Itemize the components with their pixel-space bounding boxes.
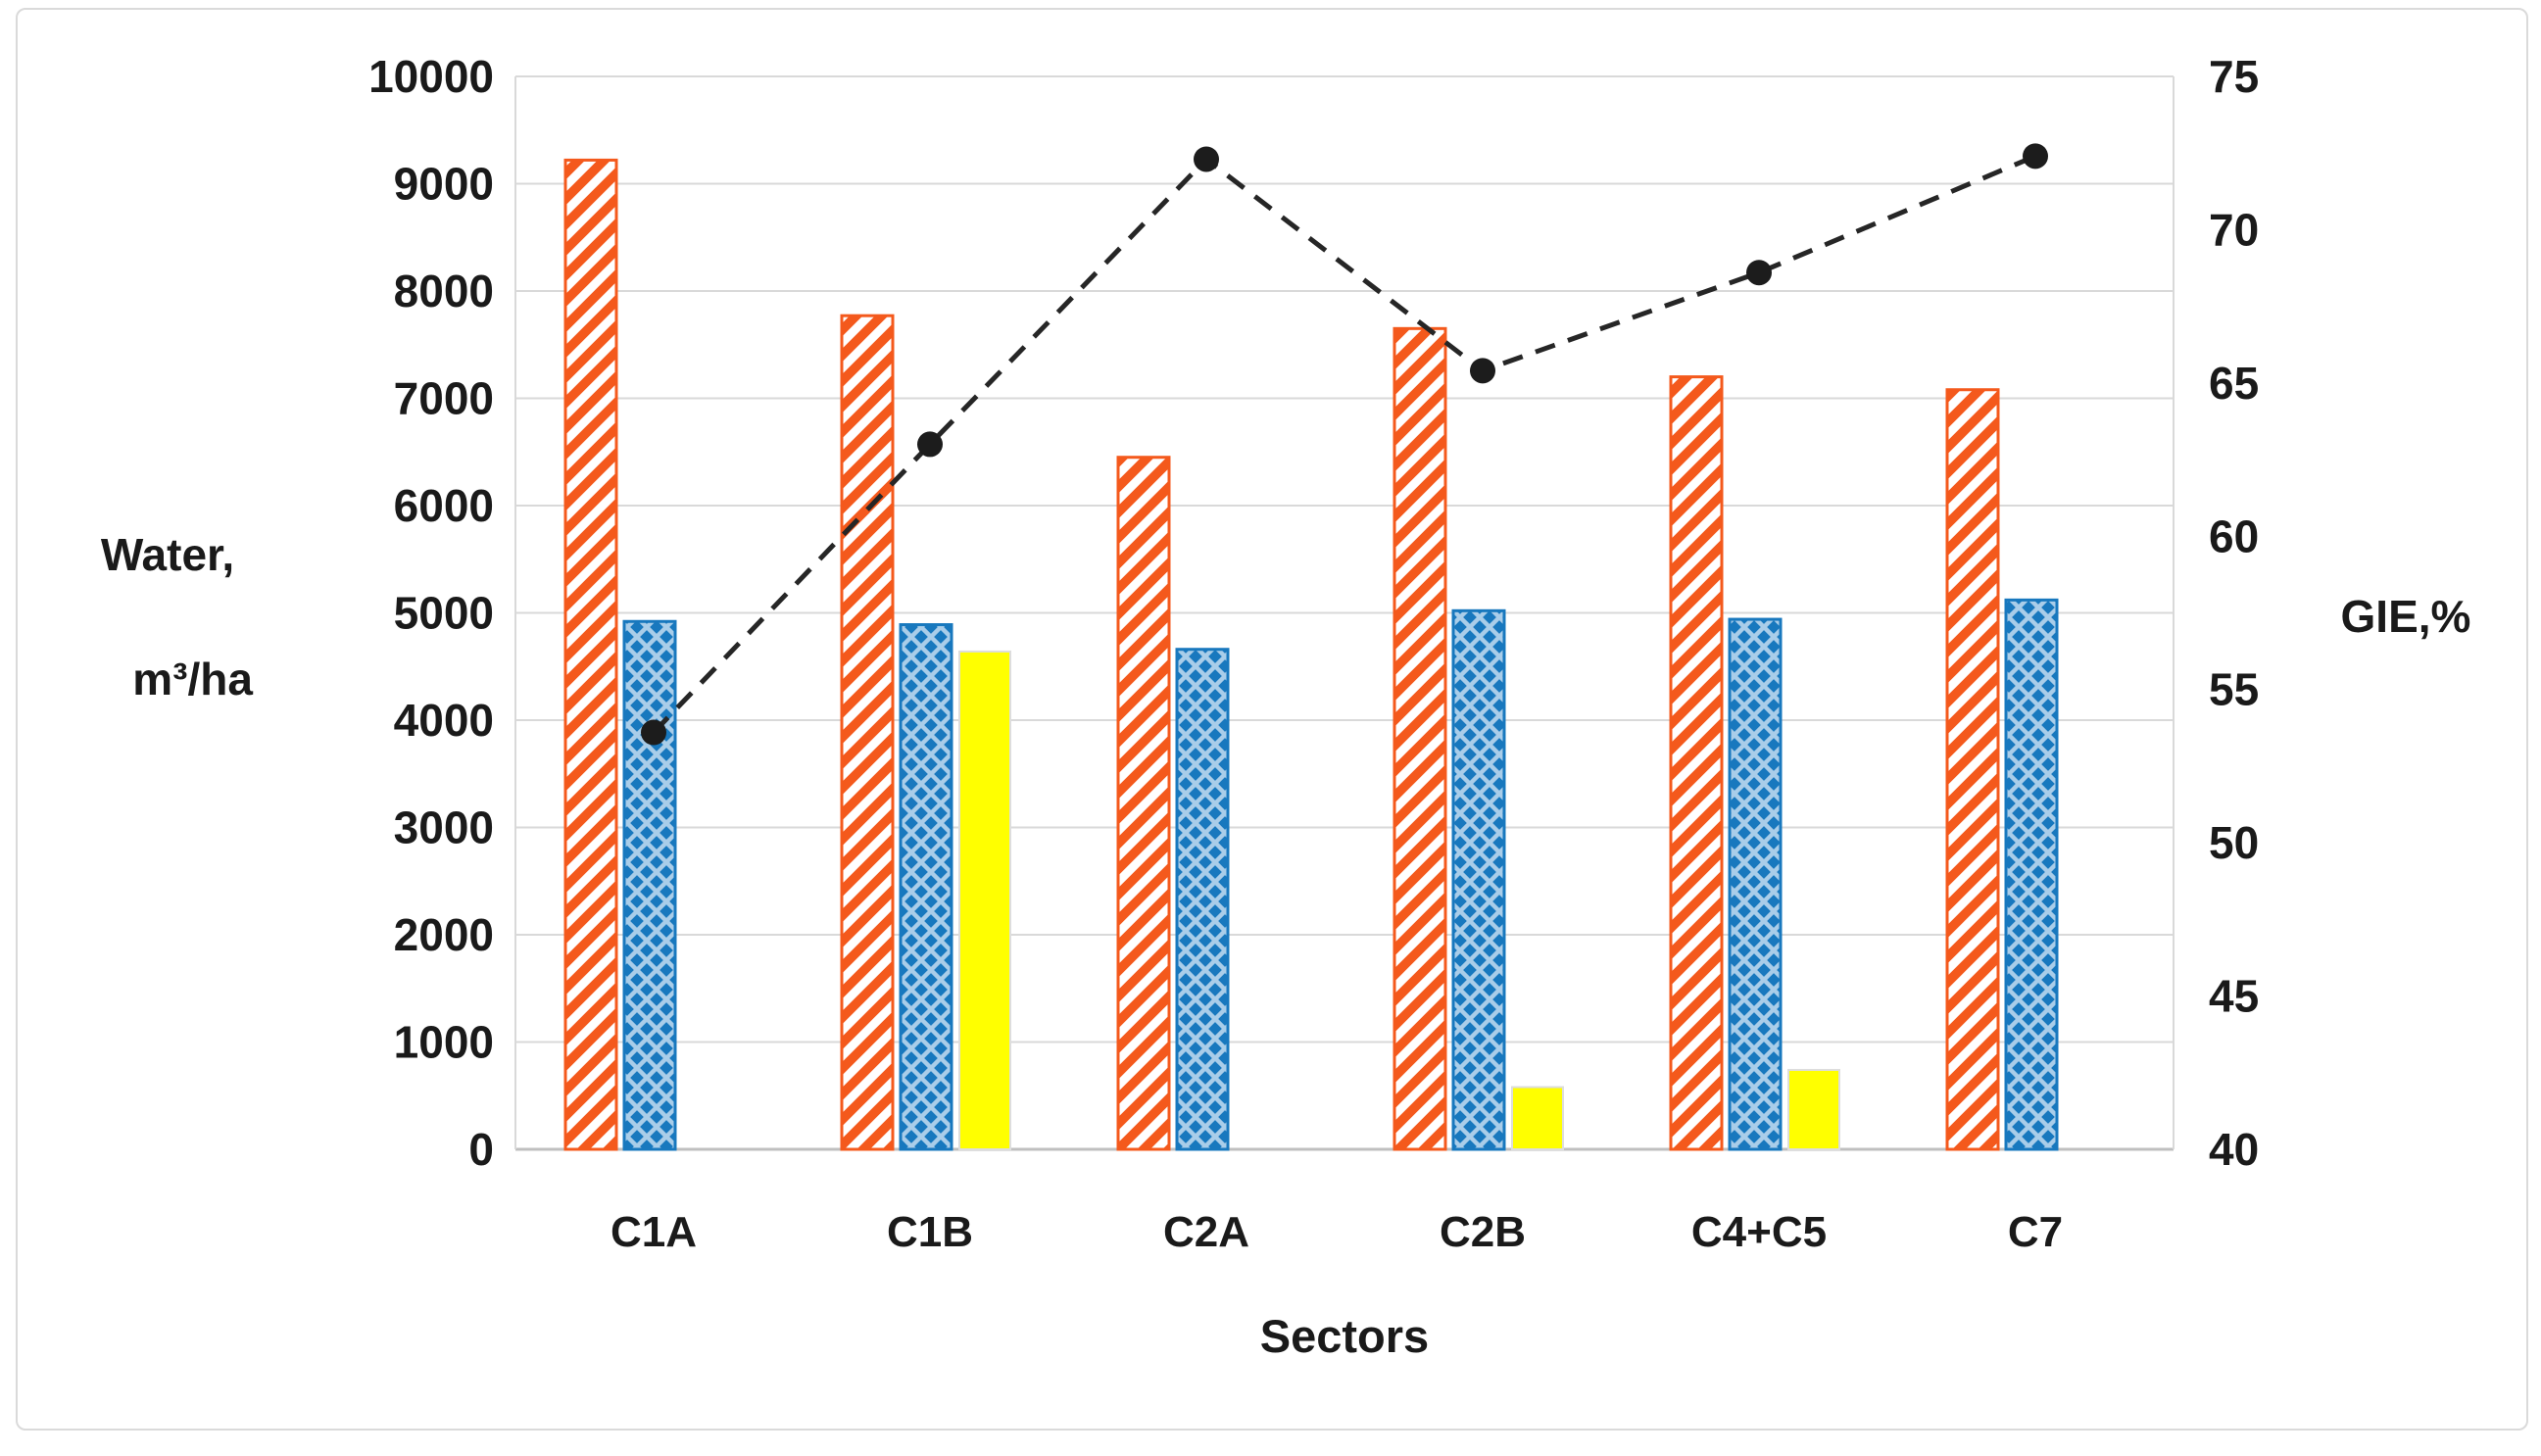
water-blue-crosshatch-bar-C4+C5 [1728,617,1783,1151]
right-axis-title: GIE,% [2340,591,2471,642]
x-axis-title: Sectors [1259,1310,1430,1362]
left-axis-tick-1000: 1000 [394,1017,494,1068]
water-blue-crosshatch-bar-C1B [899,623,953,1151]
left-axis-title-line1: Water, [100,529,235,580]
gie-point-C2B [1470,358,1495,384]
gie-point-C1A [641,719,666,746]
category-label-C1B: C1B [887,1208,973,1256]
gie-point-C2A [1194,146,1219,172]
water-blue-crosshatch-bar-C2A [1175,648,1230,1151]
category-label-C7: C7 [2008,1208,2063,1256]
gridlines [514,75,2175,1151]
right-axis-tick-40: 40 [2209,1124,2259,1175]
gie-line [641,143,2048,746]
right-axis-tick-60: 60 [2209,510,2259,561]
water-blue-crosshatch-bar-C1A [622,619,677,1151]
left-axis-tick-2000: 2000 [394,909,494,960]
water-orange-diagonal-hatch-bar-C2A [1116,456,1171,1151]
left-axis-tick-9000: 9000 [394,159,494,210]
left-axis-tick-5000: 5000 [394,588,494,639]
water-orange-diagonal-hatch-bar-C1B [840,314,895,1151]
water-orange-diagonal-hatch-bar-C1A [563,158,618,1151]
left-axis-tick-8000: 8000 [394,266,494,316]
left-axis-title-line2: m³/ha [132,653,253,704]
left-axis-tick-4000: 4000 [394,695,494,746]
water-yellow-solid-bar-C2B [1511,1086,1564,1150]
left-axis-tick-10000: 10000 [368,51,494,102]
axis-tick-labels: 0 1000 2000 3000 4000 5000 6000 7000 8000 9000 100… [368,51,2259,1256]
left-axis-tick-0: 0 [468,1124,494,1175]
right-axis-tick-75: 75 [2209,51,2259,102]
water-blue-crosshatch-bar-C2B [1451,608,1506,1151]
water-orange-diagonal-hatch-bar-C4+C5 [1669,375,1724,1151]
water-blue-crosshatch-bar-C7 [2004,598,2059,1151]
bars [563,158,2059,1151]
right-axis-tick-65: 65 [2209,358,2259,409]
right-axis-tick-70: 70 [2209,204,2259,255]
water-yellow-solid-bar-C1B [958,650,1011,1150]
gie-point-C7 [2023,143,2048,170]
left-axis-tick-7000: 7000 [394,373,494,424]
gie-dashed-line [652,154,2036,735]
gie-point-C1B [917,431,943,458]
category-label-C2A: C2A [1163,1208,1249,1256]
left-axis-tick-6000: 6000 [394,480,494,531]
right-axis-tick-45: 45 [2209,971,2259,1022]
category-label-C1A: C1A [611,1208,697,1256]
water-yellow-solid-bar-C4+C5 [1787,1068,1840,1150]
category-label-C2B: C2B [1440,1208,1526,1256]
water-orange-diagonal-hatch-bar-C7 [1945,388,2000,1151]
water-orange-diagonal-hatch-bar-C2B [1393,326,1447,1151]
left-axis-title: Water, m³/ha [35,524,300,773]
right-axis-tick-50: 50 [2209,817,2259,868]
left-axis-tick-3000: 3000 [394,802,494,853]
category-label-C4+C5: C4+C5 [1691,1208,1827,1256]
right-axis-tick-55: 55 [2209,664,2259,715]
gie-point-C4+C5 [1746,260,1772,286]
